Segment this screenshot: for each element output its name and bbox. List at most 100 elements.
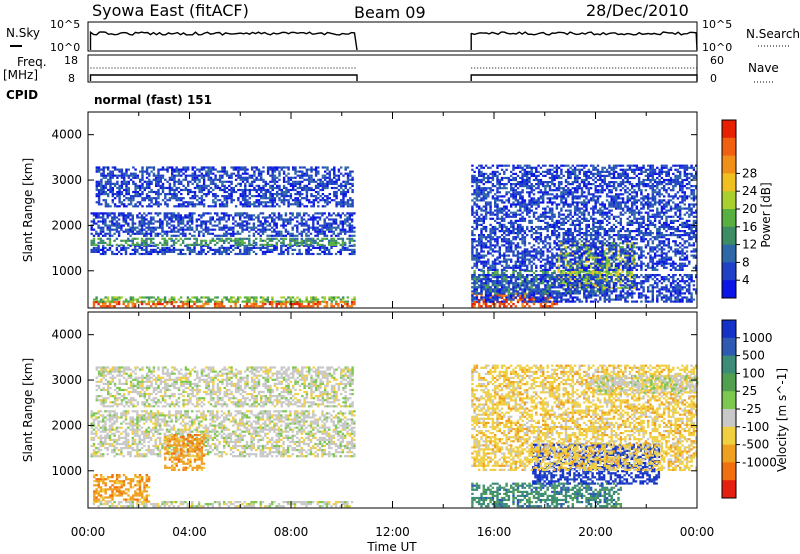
heatmap-cell bbox=[177, 298, 180, 301]
heatmap-cell bbox=[136, 230, 139, 233]
heatmap-cell bbox=[631, 290, 634, 293]
heatmap-cell bbox=[291, 232, 294, 235]
heatmap-cell bbox=[521, 288, 524, 291]
heatmap-cell bbox=[557, 274, 561, 277]
heatmap-cell bbox=[521, 274, 524, 277]
heatmap-cell bbox=[335, 296, 338, 299]
heatmap-cell bbox=[115, 226, 119, 229]
heatmap-cell bbox=[339, 237, 342, 240]
heatmap-cell bbox=[484, 288, 488, 291]
heatmap-cell bbox=[155, 174, 158, 177]
heatmap-cell bbox=[496, 274, 499, 277]
heatmap-cell bbox=[647, 286, 650, 289]
heatmap-cell bbox=[179, 222, 182, 225]
heatmap-cell bbox=[271, 172, 274, 175]
heatmap-cell bbox=[113, 216, 116, 219]
heatmap-cell bbox=[282, 170, 286, 173]
heatmap-cell bbox=[140, 230, 144, 233]
heatmap-cell bbox=[239, 168, 242, 171]
heatmap-cell bbox=[107, 172, 110, 175]
heatmap-cell bbox=[560, 300, 563, 303]
heatmap-cell bbox=[505, 269, 508, 273]
heatmap-cell bbox=[179, 250, 182, 253]
heatmap-cell bbox=[245, 212, 249, 215]
heatmap-cell bbox=[207, 212, 210, 215]
heatmap-cell bbox=[216, 178, 220, 181]
heatmap-cell bbox=[640, 274, 643, 277]
heatmap-cell bbox=[330, 182, 334, 185]
heatmap-cell bbox=[213, 220, 217, 223]
heatmap-cell bbox=[621, 286, 624, 290]
heatmap-cell bbox=[187, 193, 190, 196]
heatmap-cell bbox=[555, 286, 559, 289]
heatmap-cell bbox=[273, 222, 276, 225]
heatmap-cell bbox=[351, 178, 354, 181]
heatmap-cell bbox=[245, 214, 249, 217]
heatmap-cell bbox=[640, 282, 643, 285]
heatmap-cell bbox=[351, 184, 354, 187]
heatmap-cell bbox=[245, 220, 249, 223]
heatmap-cell bbox=[127, 168, 130, 171]
heatmap-cell bbox=[587, 246, 590, 249]
heatmap-cell bbox=[266, 246, 269, 249]
heatmap-cell bbox=[526, 282, 529, 285]
heatmap-cell bbox=[473, 262, 476, 265]
heatmap-cell bbox=[564, 264, 567, 267]
heatmap-cell bbox=[131, 224, 134, 227]
heatmap-cell bbox=[177, 190, 181, 194]
heatmap-cell bbox=[500, 296, 504, 300]
heatmap-cell bbox=[104, 222, 107, 225]
heatmap-cell bbox=[271, 195, 274, 198]
heatmap-cell bbox=[532, 290, 536, 293]
heatmap-cell bbox=[505, 280, 508, 283]
heatmap-cell bbox=[92, 250, 96, 253]
freq-panel: Freq. [MHz] 18 8 60 0 Nave bbox=[3, 54, 779, 85]
heatmap-cell bbox=[161, 182, 165, 185]
heatmap-cell bbox=[503, 280, 506, 283]
heatmap-cell bbox=[213, 250, 217, 253]
heatmap-cell bbox=[510, 282, 513, 285]
heatmap-cell bbox=[348, 224, 351, 227]
heatmap-cell bbox=[152, 216, 155, 219]
heatmap-cell bbox=[505, 305, 508, 308]
heatmap-cell bbox=[610, 286, 613, 290]
heatmap-cell bbox=[282, 243, 285, 246]
heatmap-cell bbox=[261, 216, 265, 219]
heatmap-cell bbox=[296, 212, 299, 215]
heatmap-cell bbox=[557, 264, 560, 267]
heatmap-cell bbox=[551, 278, 554, 281]
heatmap-cell bbox=[346, 190, 350, 194]
heatmap-cell bbox=[143, 188, 146, 192]
heatmap-cell bbox=[335, 186, 338, 190]
heatmap-cell bbox=[310, 168, 313, 171]
heatmap-cell bbox=[601, 278, 604, 281]
heatmap-cell bbox=[134, 193, 137, 196]
heatmap-cell bbox=[161, 222, 164, 225]
heatmap-cell bbox=[145, 241, 148, 244]
heatmap-cell bbox=[350, 303, 354, 306]
heatmap-cell bbox=[475, 296, 479, 299]
heatmap-cell bbox=[318, 243, 322, 246]
heatmap-cell bbox=[603, 288, 606, 291]
heatmap-cell bbox=[349, 205, 352, 208]
heatmap-cell bbox=[277, 303, 281, 306]
heatmap-cell bbox=[523, 290, 527, 293]
heatmap-cell bbox=[191, 250, 194, 253]
heatmap-cell bbox=[191, 190, 194, 194]
heatmap-cell bbox=[487, 300, 490, 303]
heatmap-cell bbox=[177, 186, 181, 190]
heatmap-cell bbox=[271, 243, 274, 246]
heatmap-cell bbox=[473, 296, 476, 299]
heatmap-cell bbox=[596, 282, 600, 285]
heatmap-cell bbox=[328, 218, 331, 221]
heatmap-cell bbox=[630, 256, 633, 259]
heatmap-cell bbox=[273, 193, 277, 196]
heatmap-cell bbox=[289, 176, 293, 179]
heatmap-cell bbox=[275, 230, 278, 233]
heatmap-cell bbox=[291, 226, 294, 229]
heatmap-cell bbox=[676, 284, 680, 287]
heatmap-cell bbox=[328, 250, 331, 253]
heatmap-cell bbox=[111, 176, 114, 179]
heatmap-cell bbox=[102, 212, 105, 215]
heatmap-cell bbox=[161, 199, 165, 202]
